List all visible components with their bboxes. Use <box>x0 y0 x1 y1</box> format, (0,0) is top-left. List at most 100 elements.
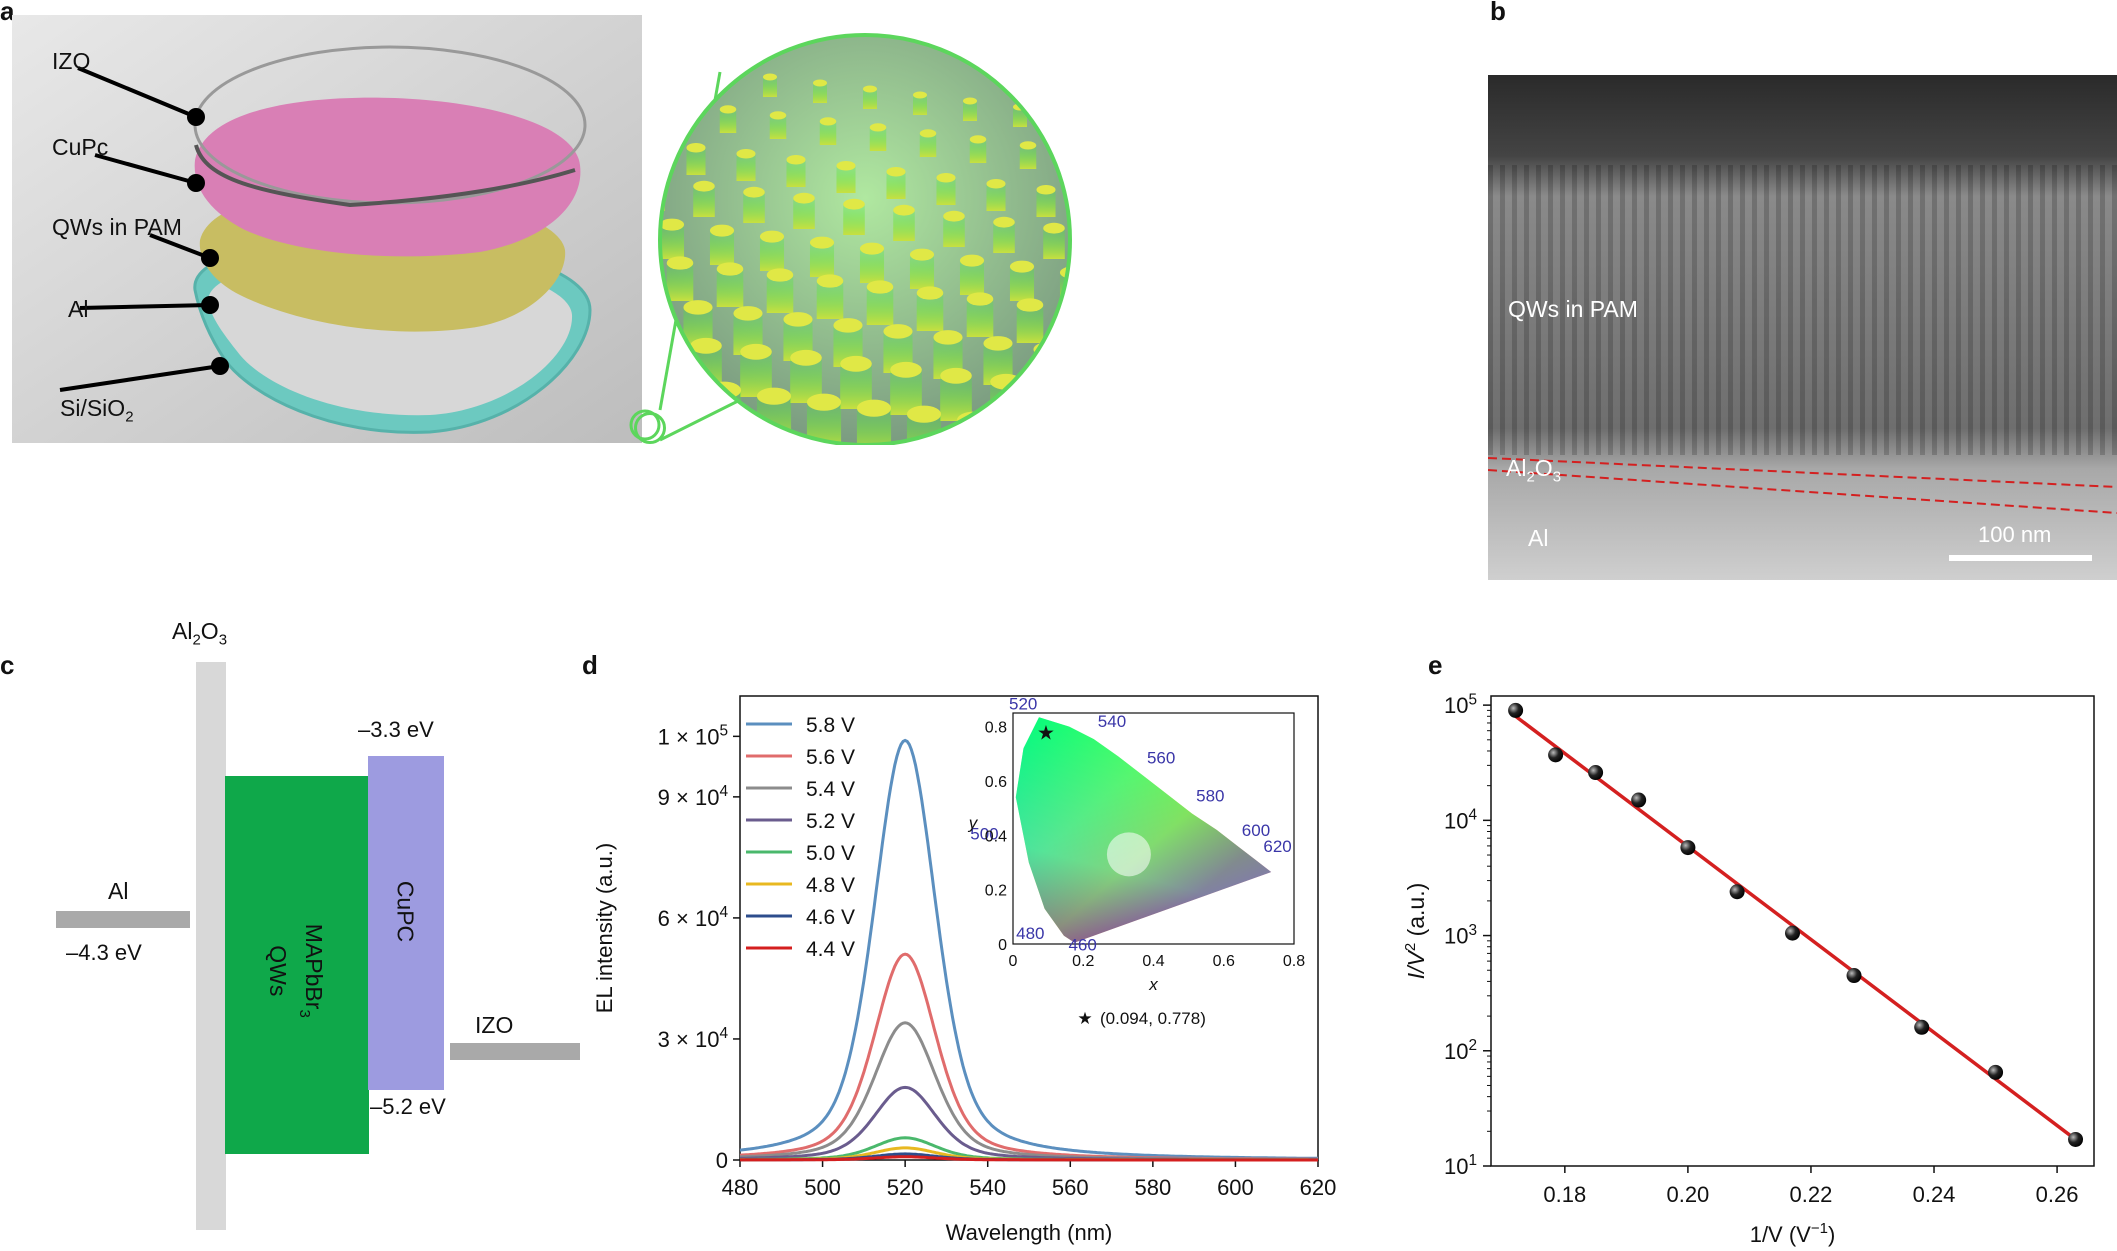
zoom-indicator <box>634 412 666 444</box>
izo-level <box>450 1043 580 1060</box>
d-inset-xtick-label: 0.4 <box>1142 953 1164 970</box>
d-cie-locus-overlay <box>1015 717 1272 943</box>
d-series-line <box>740 1155 1318 1162</box>
d-xlabel: Wavelength (nm) <box>946 1220 1113 1245</box>
label-izo: IZO <box>52 48 91 74</box>
e-data-point <box>1588 765 1604 781</box>
d-ytick-label: 1 × 105 <box>658 723 728 750</box>
e-data-point <box>1508 702 1524 718</box>
e-ytick-label: 105 <box>1444 691 1477 718</box>
al2o3-boundary-bottom <box>1488 469 2117 514</box>
e-ylabel: I/V2 (a.u.) <box>1402 883 1429 980</box>
d-xtick-label: 500 <box>804 1175 841 1200</box>
e-ytick-label: 103 <box>1444 922 1477 949</box>
d-cie-wavelength-label: 620 <box>1263 837 1291 856</box>
mapbbr3-qws-block <box>225 776 369 1154</box>
label-si-sio2: Si/SiO2 <box>60 395 134 426</box>
panel-a-device-illustration <box>12 15 1072 445</box>
e-xtick-label: 0.26 <box>2036 1182 2079 1207</box>
label-al: Al <box>68 296 89 322</box>
e-ytick-label: 102 <box>1444 1037 1477 1064</box>
e-data-point <box>1729 884 1745 900</box>
d-cie-wavelength-label: 520 <box>1009 694 1037 713</box>
e-xlabel: 1/V (V−1) <box>1750 1220 1836 1247</box>
d-ytick-label: 9 × 104 <box>658 783 729 810</box>
e-plot-frame <box>1490 695 2095 1167</box>
d-inset-ytick-label: 0.2 <box>985 883 1007 900</box>
d-cie-point-legend-star: ★ <box>1077 1009 1092 1028</box>
d-inset-ylabel: y <box>968 814 979 833</box>
e-xtick-label: 0.20 <box>1666 1182 1709 1207</box>
label-qws-in-pam: QWs in PAM <box>52 214 182 240</box>
d-ytick-label: 3 × 104 <box>658 1025 729 1052</box>
d-xtick-label: 560 <box>1052 1175 1089 1200</box>
d-legend-label: 5.0 V <box>806 842 855 865</box>
e-data-point <box>1846 968 1862 984</box>
d-legend-label: 5.8 V <box>806 714 855 737</box>
scale-bar-label: 100 nm <box>1978 522 2052 547</box>
d-inset-xtick-label: 0 <box>1009 953 1018 970</box>
d-inset-xlabel: x <box>1148 975 1158 994</box>
d-xtick-label: 480 <box>722 1175 759 1200</box>
e-data-point <box>1548 747 1564 763</box>
d-ytick-label: 6 × 104 <box>658 904 729 931</box>
d-xtick-label: 620 <box>1300 1175 1337 1200</box>
d-inset-xtick-label: 0.8 <box>1283 953 1305 970</box>
al2o3-boundary-top <box>1488 457 2117 488</box>
sem-label-al: Al <box>1528 525 1549 551</box>
sem-label-al2o3: Al2O3 <box>1506 455 1562 486</box>
cupc-block <box>368 756 444 1090</box>
d-cie-whitepoint <box>1106 832 1151 877</box>
e-data-point <box>2068 1131 2084 1147</box>
d-cie-wavelength-label: 540 <box>1098 712 1126 731</box>
d-ytick-label: 0 <box>716 1148 728 1173</box>
e-data-point <box>1680 840 1696 856</box>
d-xtick-label: 520 <box>887 1175 924 1200</box>
d-cie-wavelength-label: 500 <box>970 824 998 843</box>
e-data-point <box>1631 792 1647 808</box>
sem-image <box>1488 75 2117 580</box>
scale-bar <box>1949 555 2092 561</box>
c-label-al: Al <box>108 878 129 904</box>
d-inset-ytick-label: 0 <box>998 937 1007 954</box>
sem-label-qws: QWs in PAM <box>1508 296 1638 322</box>
d-legend-label: 5.6 V <box>806 746 855 769</box>
cupc-layer <box>194 97 581 257</box>
d-legend-label: 5.4 V <box>806 778 855 801</box>
d-legend-label: 4.6 V <box>806 906 855 929</box>
al-level <box>56 911 190 928</box>
cupc-homo: –5.2 eV <box>370 1094 446 1119</box>
e-data-point <box>1914 1019 1930 1035</box>
panel-b-letter: b <box>1490 0 1506 26</box>
d-xtick-label: 580 <box>1134 1175 1171 1200</box>
d-cie-wavelength-label: 460 <box>1068 936 1096 955</box>
d-inset-xtick-label: 0.2 <box>1072 953 1094 970</box>
d-inset-ytick-label: 0.4 <box>985 828 1007 845</box>
al2o3-barrier <box>196 662 226 1230</box>
d-cie-wavelength-label: 560 <box>1147 749 1175 768</box>
c-al-energy: –4.3 eV <box>66 940 142 965</box>
e-ytick-label: 104 <box>1444 807 1477 834</box>
e-xtick-label: 0.18 <box>1543 1182 1586 1207</box>
e-data-point <box>1988 1064 2004 1080</box>
d-inset-ytick-label: 0.8 <box>985 720 1007 737</box>
e-ytick-label: 101 <box>1444 1152 1477 1179</box>
panel-c-letter: c <box>0 650 15 680</box>
d-cie-wavelength-label: 600 <box>1242 821 1270 840</box>
cupc-lumo: –3.3 eV <box>358 717 434 742</box>
zoom-circle-outline <box>658 33 1072 445</box>
c-label-al2o3: Al2O3 <box>172 618 228 649</box>
d-cie-point-label: (0.094, 0.778) <box>1100 1009 1206 1028</box>
e-data-point <box>1785 925 1800 941</box>
d-legend-label: 4.8 V <box>806 874 855 897</box>
d-xtick-label: 600 <box>1217 1175 1254 1200</box>
label-cupc: CuPc <box>52 134 109 160</box>
panel-e-letter: e <box>1428 650 1443 680</box>
e-xtick-label: 0.22 <box>1790 1182 1833 1207</box>
e-xtick-label: 0.24 <box>1913 1182 1956 1207</box>
panel-d-letter: d <box>582 650 598 680</box>
c-label-izo: IZO <box>475 1012 514 1038</box>
d-cie-wavelength-label: 480 <box>1016 924 1044 943</box>
